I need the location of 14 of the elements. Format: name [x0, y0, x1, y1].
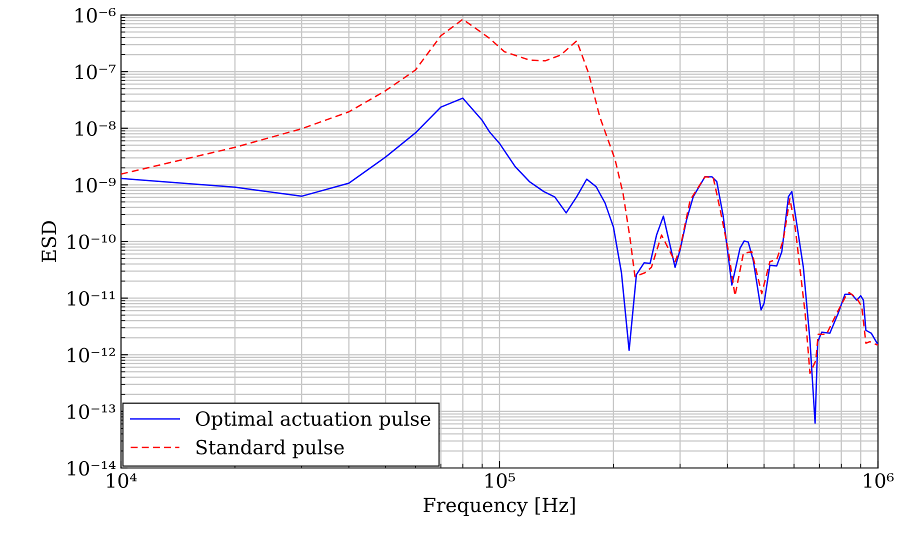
y-tick-label: 10⁻⁹: [76, 178, 116, 193]
legend-label: Standard pulse: [196, 439, 344, 458]
y-tick-label: 10⁻⁶: [76, 8, 116, 23]
y-axis-title: ESD: [42, 221, 56, 262]
y-tick-label: 10⁻⁸: [76, 121, 116, 136]
y-tick-label: 10⁻¹²: [68, 348, 115, 362]
x-axis-title: Frequency [Hz]: [424, 497, 575, 516]
y-tick-label: 10⁻¹¹: [68, 291, 115, 306]
legend-label: Optimal actuation pulse: [196, 410, 430, 430]
y-tick-label: 10⁻¹⁰: [68, 234, 116, 250]
x-tick-label: 10⁵: [486, 473, 516, 488]
y-tick-label: 10⁻⁷: [76, 64, 116, 80]
y-tick-label: 10⁻¹³: [68, 404, 116, 420]
x-tick-label: 10⁶: [864, 473, 894, 488]
